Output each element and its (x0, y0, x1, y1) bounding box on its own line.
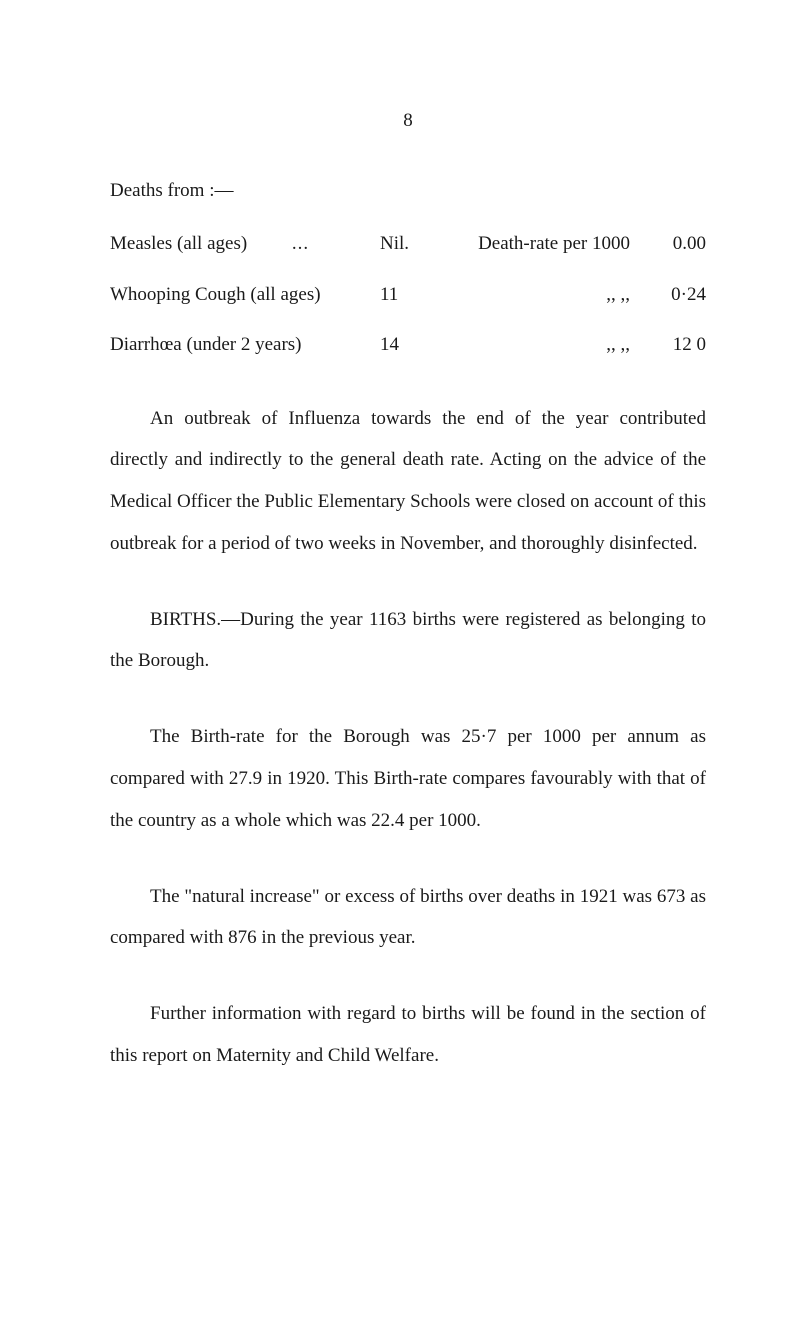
table-row: Whooping Cough (all ages) 11 ,, ,, 0·24 (110, 281, 706, 310)
ellipsis: ... (292, 233, 309, 254)
page-number: 8 (110, 110, 706, 132)
rate-label: Death-rate per 1000 (440, 230, 650, 259)
rate-label: ,, ,, (440, 331, 650, 360)
paragraph-further-info: Further information with regard to birth… (110, 993, 706, 1077)
rate-value: 0.00 (650, 230, 706, 259)
paragraph-birth-rate: The Birth-rate for the Borough was 25·7 … (110, 716, 706, 841)
ditto-mark: ,, ,, (606, 281, 630, 310)
row-label: Whooping Cough (all ages) (110, 281, 380, 310)
paragraph-births-heading: BIRTHS.—During the year 1163 births were… (110, 599, 706, 683)
paragraph-influenza: An outbreak of Influenza towards the end… (110, 398, 706, 565)
ditto-mark: ,, ,, (606, 331, 630, 360)
row-value: 14 (380, 331, 440, 360)
rate-label: ,, ,, (440, 281, 650, 310)
rate-value: 0·24 (650, 281, 706, 310)
row-value: Nil. (380, 230, 440, 259)
row-label: Measles (all ages) ... (110, 230, 380, 259)
deaths-table: Measles (all ages) ... Nil. Death-rate p… (110, 230, 706, 360)
deaths-from-heading: Deaths from :— (110, 180, 706, 202)
rate-value: 12 0 (650, 331, 706, 360)
table-row: Measles (all ages) ... Nil. Death-rate p… (110, 230, 706, 259)
row-label: Diarrhœa (under 2 years) (110, 331, 380, 360)
paragraph-natural-increase: The "natural increase" or excess of birt… (110, 876, 706, 960)
label-text: Measles (all ages) (110, 233, 247, 254)
row-value: 11 (380, 281, 440, 310)
table-row: Diarrhœa (under 2 years) 14 ,, ,, 12 0 (110, 331, 706, 360)
